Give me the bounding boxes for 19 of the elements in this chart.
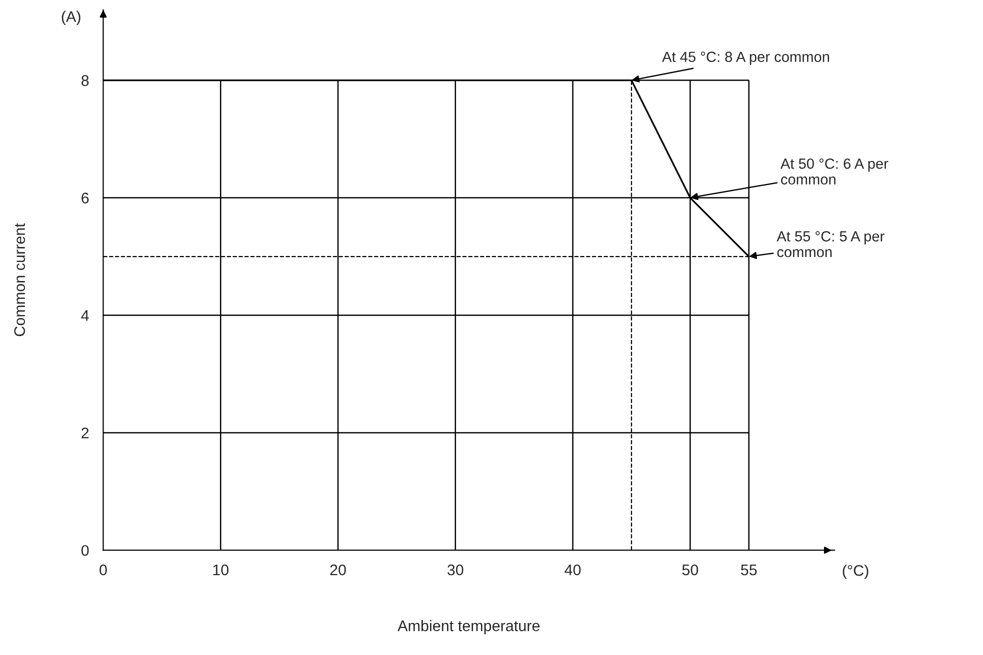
x-axis-title: Ambient temperature (398, 620, 540, 634)
y-tick-label: 8 (81, 75, 89, 86)
y-tick-label: 2 (82, 428, 89, 438)
x-tick-label: 10 (213, 564, 229, 576)
y-tick-label: 6 (82, 192, 89, 204)
y-tick-label: 4 (81, 310, 89, 321)
x-tick-label: 20 (330, 564, 346, 576)
x-tick-label: 50 (682, 564, 698, 576)
annotation: At 45 °C: 8 A per common (662, 52, 830, 65)
x-tick-label: 40 (564, 564, 581, 576)
y-tick-label: 0 (81, 545, 89, 556)
annotation: At 50 °C: 6 A per common (780, 158, 888, 185)
annotation: At 55 °C: 5 A per common (776, 231, 884, 258)
text: (°C) (842, 564, 868, 579)
y-axis-title: Common current (14, 223, 26, 336)
text: (A) (62, 10, 80, 26)
x-tick-label: 30 (447, 564, 464, 576)
x-tick-label: 0 (100, 564, 107, 576)
x-tick-label: 55 (740, 564, 757, 576)
